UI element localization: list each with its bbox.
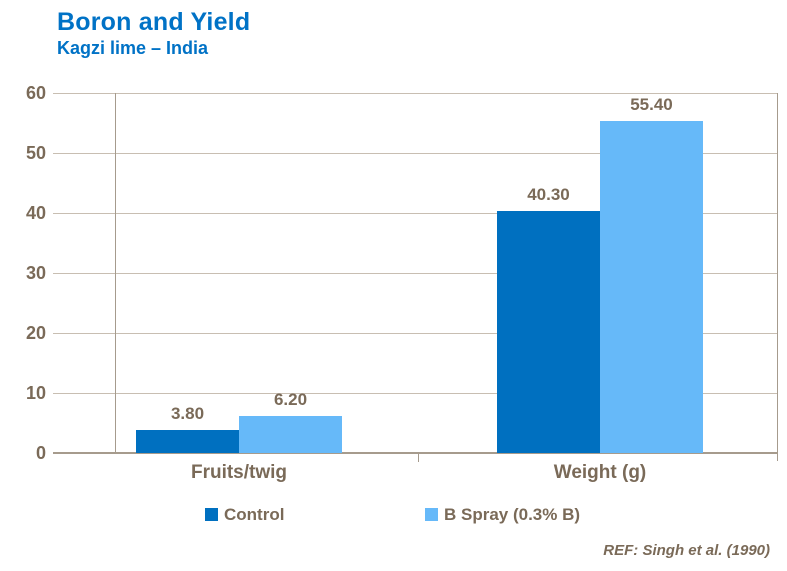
bar-value-label: 40.30 — [527, 185, 570, 204]
bar-value-label: 6.20 — [273, 390, 308, 409]
y-axis-tick-label: 50 — [25, 143, 46, 163]
bar-b-spray-0-3-b- — [239, 416, 342, 453]
legend-entry: Control — [205, 505, 465, 525]
gridline — [53, 153, 778, 154]
y-axis-line — [115, 93, 116, 453]
legend-label: Control — [224, 505, 285, 524]
chart-title: Boron and Yield — [57, 8, 251, 36]
bar-value-label: 3.80 — [170, 404, 205, 423]
legend-label: B Spray (0.3% B) — [444, 505, 581, 524]
gridline — [53, 93, 778, 94]
gridline — [53, 333, 778, 334]
y-axis-tick-label: 40 — [25, 203, 46, 223]
category-label: Weight (g) — [553, 462, 647, 483]
bar-control — [497, 211, 600, 453]
y-axis-tick-label: 10 — [25, 383, 46, 403]
legend-entry: B Spray (0.3% B) — [425, 505, 685, 525]
gridline — [53, 273, 778, 274]
bar-value-label: 55.40 — [630, 95, 673, 114]
legend-swatch — [205, 508, 218, 521]
y-axis-tick-label: 20 — [25, 323, 46, 343]
x-axis-line — [53, 452, 778, 454]
reference-text: REF: Singh et al. (1990) — [603, 542, 770, 559]
category-divider-tick — [418, 453, 419, 462]
category-label: Fruits/twig — [190, 462, 288, 483]
chart-subtitle: Kagzi lime – India — [57, 38, 209, 58]
bar-b-spray-0-3-b- — [600, 121, 703, 453]
y-axis-tick-label: 60 — [25, 83, 46, 103]
gridline — [53, 213, 778, 214]
bar-control — [136, 430, 239, 453]
gridline — [53, 393, 778, 394]
y-axis-tick-label: 0 — [35, 443, 46, 463]
legend-swatch — [425, 508, 438, 521]
y-axis-tick-label: 30 — [25, 263, 46, 283]
plot-right-border — [777, 93, 778, 461]
